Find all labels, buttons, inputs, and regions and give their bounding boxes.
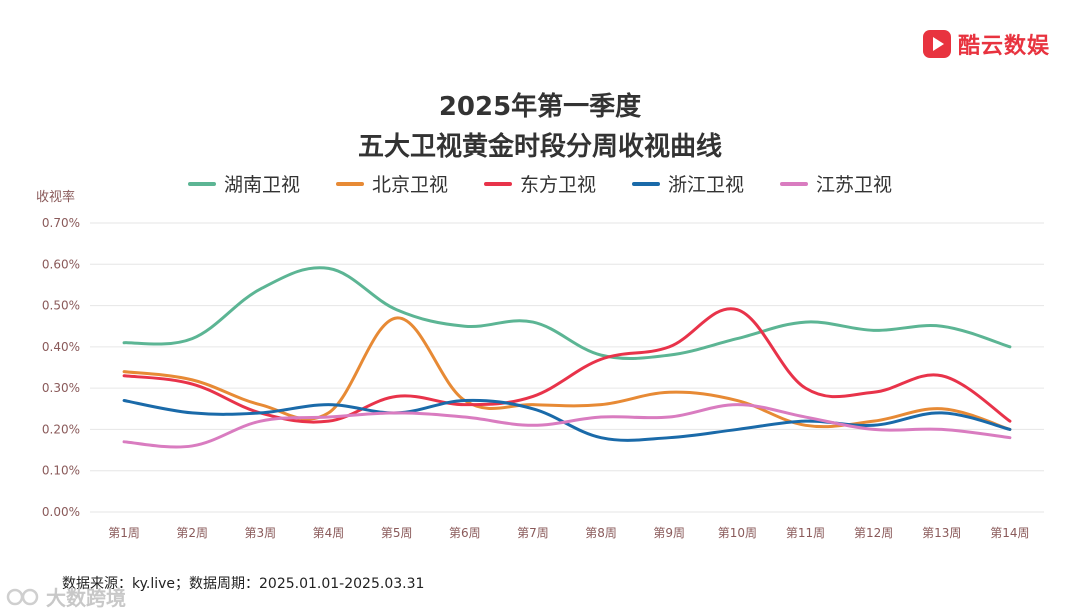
legend-swatch [335,181,364,186]
legend-swatch [780,181,809,186]
legend-item: 湖南卫视 [187,170,300,197]
legend-swatch [632,181,660,186]
x-tick-label: 第4周 [313,526,345,540]
legend-item: 江苏卫视 [780,170,892,197]
brand-logo-icon [922,30,951,58]
y-tick-label: 0.60% [42,257,80,271]
y-tick-label: 0.20% [42,422,80,436]
x-tick-label: 第5周 [381,526,413,540]
legend-label: 北京卫视 [371,174,448,196]
x-tick-label: 第2周 [176,526,208,540]
chart-title-line-1: 2025年第一季度 [438,92,642,122]
series-line [122,307,1012,424]
data-source-note: 数据来源：ky.live；数据周期：2025.01.01-2025.03.31 [62,576,425,592]
legend-item: 东方卫视 [483,170,596,197]
watermark: 大数跨境 [6,582,126,611]
brand: 酷云数娱 [922,28,1050,60]
y-tick-label: 0.40% [42,340,80,354]
watermark-logo-icon [6,588,39,605]
legend-swatch [187,181,216,186]
legend-label: 浙江卫视 [668,174,745,196]
series-line [122,316,1012,431]
x-tick-labels: 第1周 第2周 第3周 第4周 第5周 第6周 第7周 第8周 第9周 第10周 第11周 第12周 第… [108,526,1029,540]
legend-item: 北京卫视 [335,170,448,197]
y-tick-label: 0.70% [42,216,80,230]
chart-title-line-2: 五大卫视黄金时段分周收视曲线 [357,132,722,162]
y-tick-label: 0.50% [42,299,80,313]
x-tick-label: 第6周 [449,526,481,540]
x-tick-label: 第8周 [585,526,617,540]
brand-name: 酷云数娱 [957,34,1050,59]
legend-swatch [483,181,512,186]
series-line [122,398,1012,442]
legend-label: 江苏卫视 [816,174,893,196]
grid-lines [90,222,1044,513]
series-lines [122,266,1012,449]
y-axis-label: 收视率 [36,190,76,205]
x-tick-label: 第14周 [990,526,1029,540]
x-tick-label: 第11周 [786,526,825,540]
x-tick-label: 第12周 [854,526,893,540]
series-line [122,266,1012,361]
watermark-text: 大数跨境 [46,586,126,610]
x-tick-label: 第10周 [718,526,757,540]
chart-legend: 湖南卫视 北京卫视 东方卫视 浙江卫视 江苏卫视 [0,170,1080,197]
legend-label: 东方卫视 [519,174,596,196]
x-tick-label: 第7周 [517,526,549,540]
x-tick-label: 第1周 [108,526,140,540]
y-tick-label: 0.00% [42,505,80,519]
legend-item: 浙江卫视 [632,170,744,197]
y-tick-labels: 0.00% 0.10% 0.20% 0.30% 0.40% 0.50% 0.60% 0.70% [42,216,80,519]
x-tick-label: 第13周 [922,526,961,540]
y-tick-label: 0.10% [42,464,80,478]
x-tick-label: 第3周 [245,526,277,540]
y-tick-label: 0.30% [42,381,80,395]
series-line [122,403,1012,449]
x-tick-label: 第9周 [653,526,685,540]
legend-label: 湖南卫视 [223,174,300,196]
